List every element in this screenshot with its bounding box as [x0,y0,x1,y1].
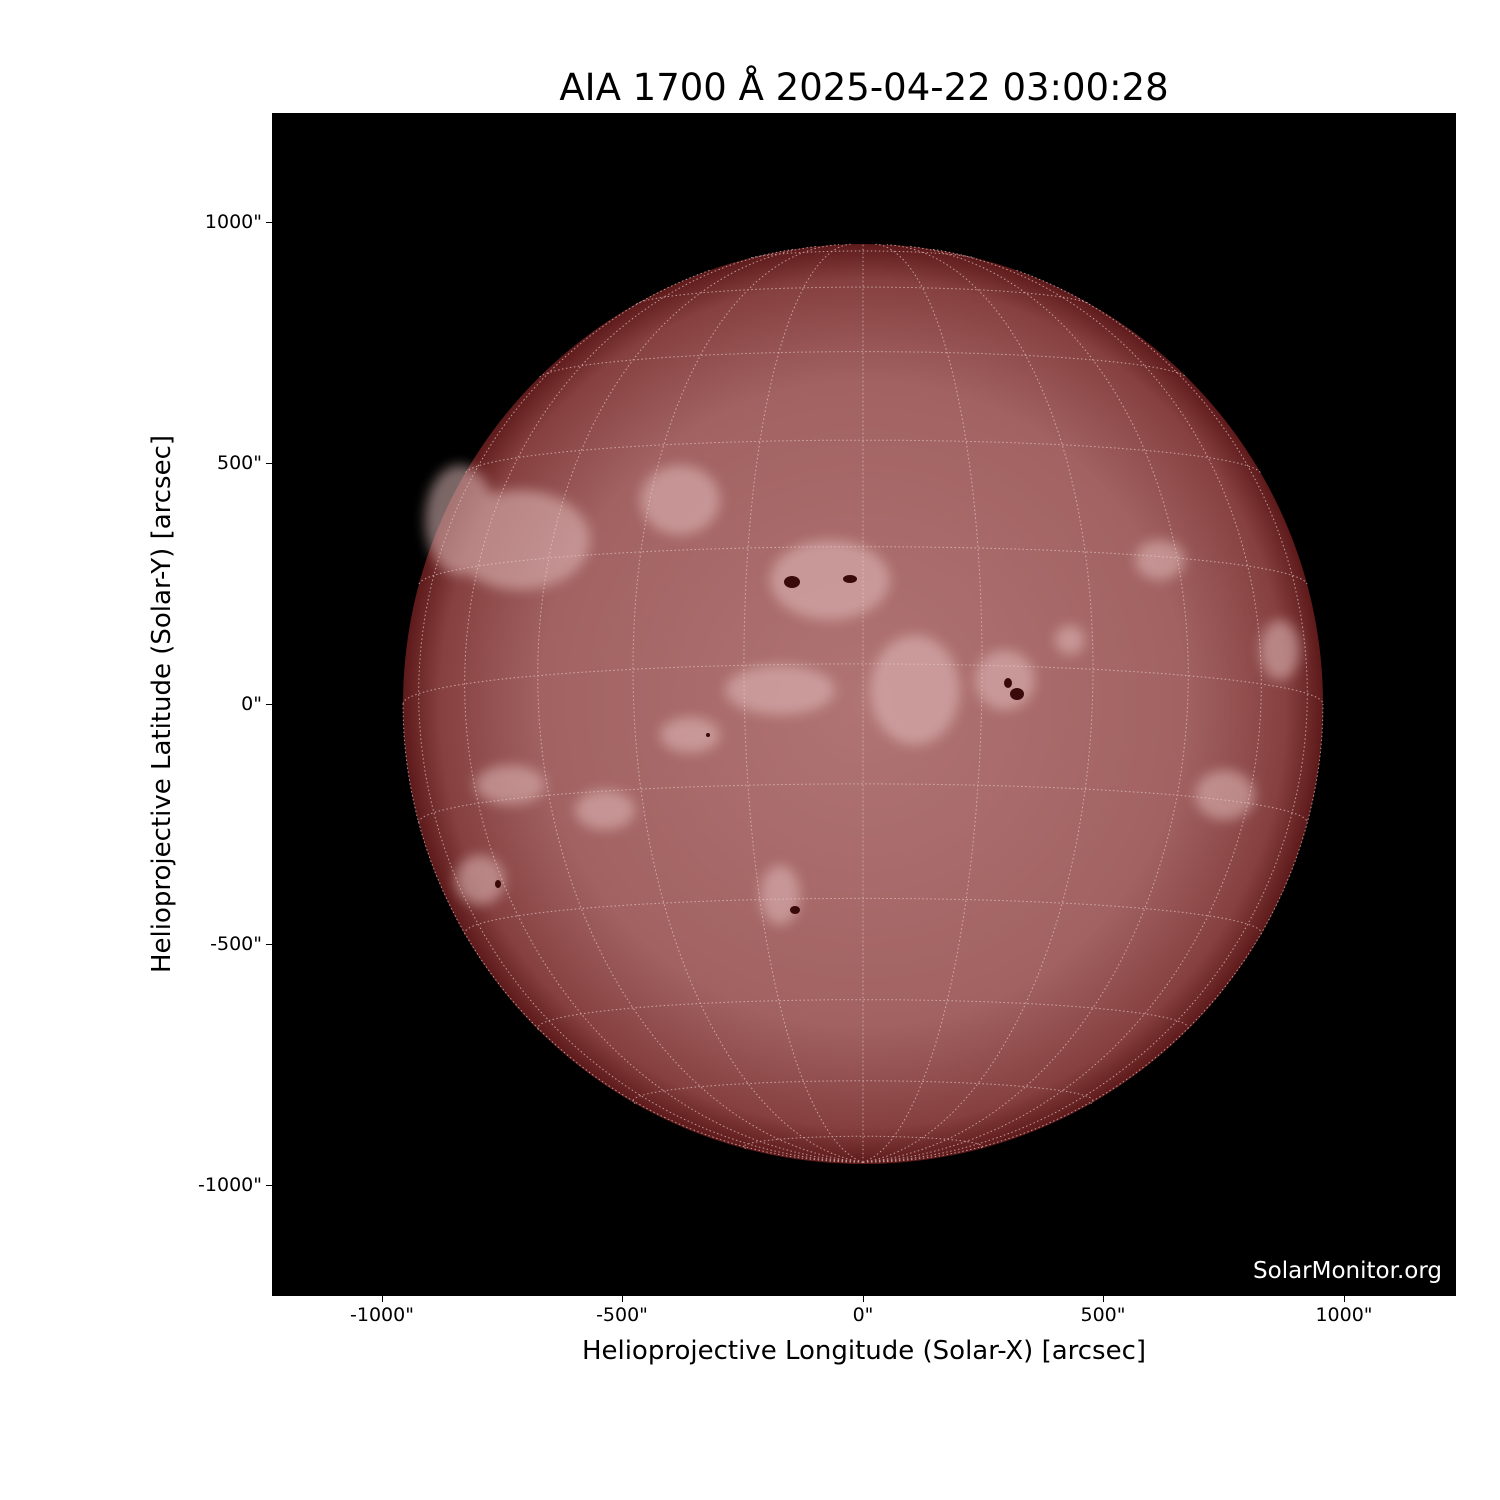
grid-line [743,243,864,1163]
plage [575,790,635,830]
plage [425,465,495,575]
x-tick [622,1296,623,1302]
x-tick-label: 500" [1080,1304,1126,1326]
plage [1260,620,1300,680]
sunspot [843,575,857,583]
sun-disk [403,244,1323,1164]
y-tick-label: 1000" [204,211,262,233]
grid-line [862,269,1308,1163]
solar-disk [402,243,1324,1164]
sunspot [790,906,800,914]
sunspot [784,576,800,588]
plage [1195,770,1255,820]
y-tick [266,463,272,464]
plage [760,865,800,925]
y-tick [266,222,272,223]
x-axis-label: Helioprojective Longitude (Solar-X) [arc… [581,1336,1147,1366]
grid-line [636,286,1090,305]
sunspots [495,575,1024,914]
grid-line [743,1135,983,1149]
y-tick [266,1185,272,1186]
y-tick [266,704,272,705]
grid-line [632,244,864,1163]
y-tick-label: 500" [216,452,262,474]
grid-line [418,546,1308,585]
plage [640,465,720,535]
y-tick [266,944,272,945]
grid-line [537,245,864,1163]
grid-line [418,269,864,1163]
grid-line [862,244,1094,1163]
plage [475,765,545,805]
sunspot [1010,688,1024,700]
grid-line [751,250,975,259]
plage [660,717,720,753]
y-tick-label: -1000" [198,1174,262,1196]
x-tick [382,1296,383,1302]
grid-line [862,248,1262,1163]
grid-line [632,1080,1094,1105]
x-tick-label: -1000" [350,1304,414,1326]
grid-line [402,663,1324,705]
y-tick-label: 0" [241,693,262,715]
grid-line [862,245,1189,1163]
x-tick-label: 1000" [1315,1304,1373,1326]
x-tick-label: -500" [596,1304,648,1326]
y-axis-label: Helioprojective Latitude (Solar-Y) [arcs… [147,434,177,974]
plage [870,635,960,745]
sunspot [1004,678,1012,688]
plage [725,665,835,715]
plage [455,855,505,905]
y-tick-label: -500" [210,933,262,955]
solar-image: SolarMonitor.org [272,113,1456,1296]
grid-line [464,248,864,1163]
grid-line [464,897,1262,935]
grid-line [418,783,1308,823]
sunspot [706,733,710,737]
grid-line [537,999,1189,1031]
x-tick [1103,1296,1104,1302]
heliographic-grid [402,243,1324,1163]
x-tick [1344,1296,1345,1302]
sunspot [495,880,501,888]
plage [770,540,890,620]
plage [1055,625,1085,655]
x-tick [863,1296,864,1302]
watermark: SolarMonitor.org [1253,1258,1442,1284]
plot-title: AIA 1700 Å 2025-04-22 03:00:28 [559,66,1169,109]
x-tick-label: 0" [852,1304,874,1326]
grid-line [862,243,983,1163]
plage [1135,540,1185,580]
grid-line [465,439,1261,473]
